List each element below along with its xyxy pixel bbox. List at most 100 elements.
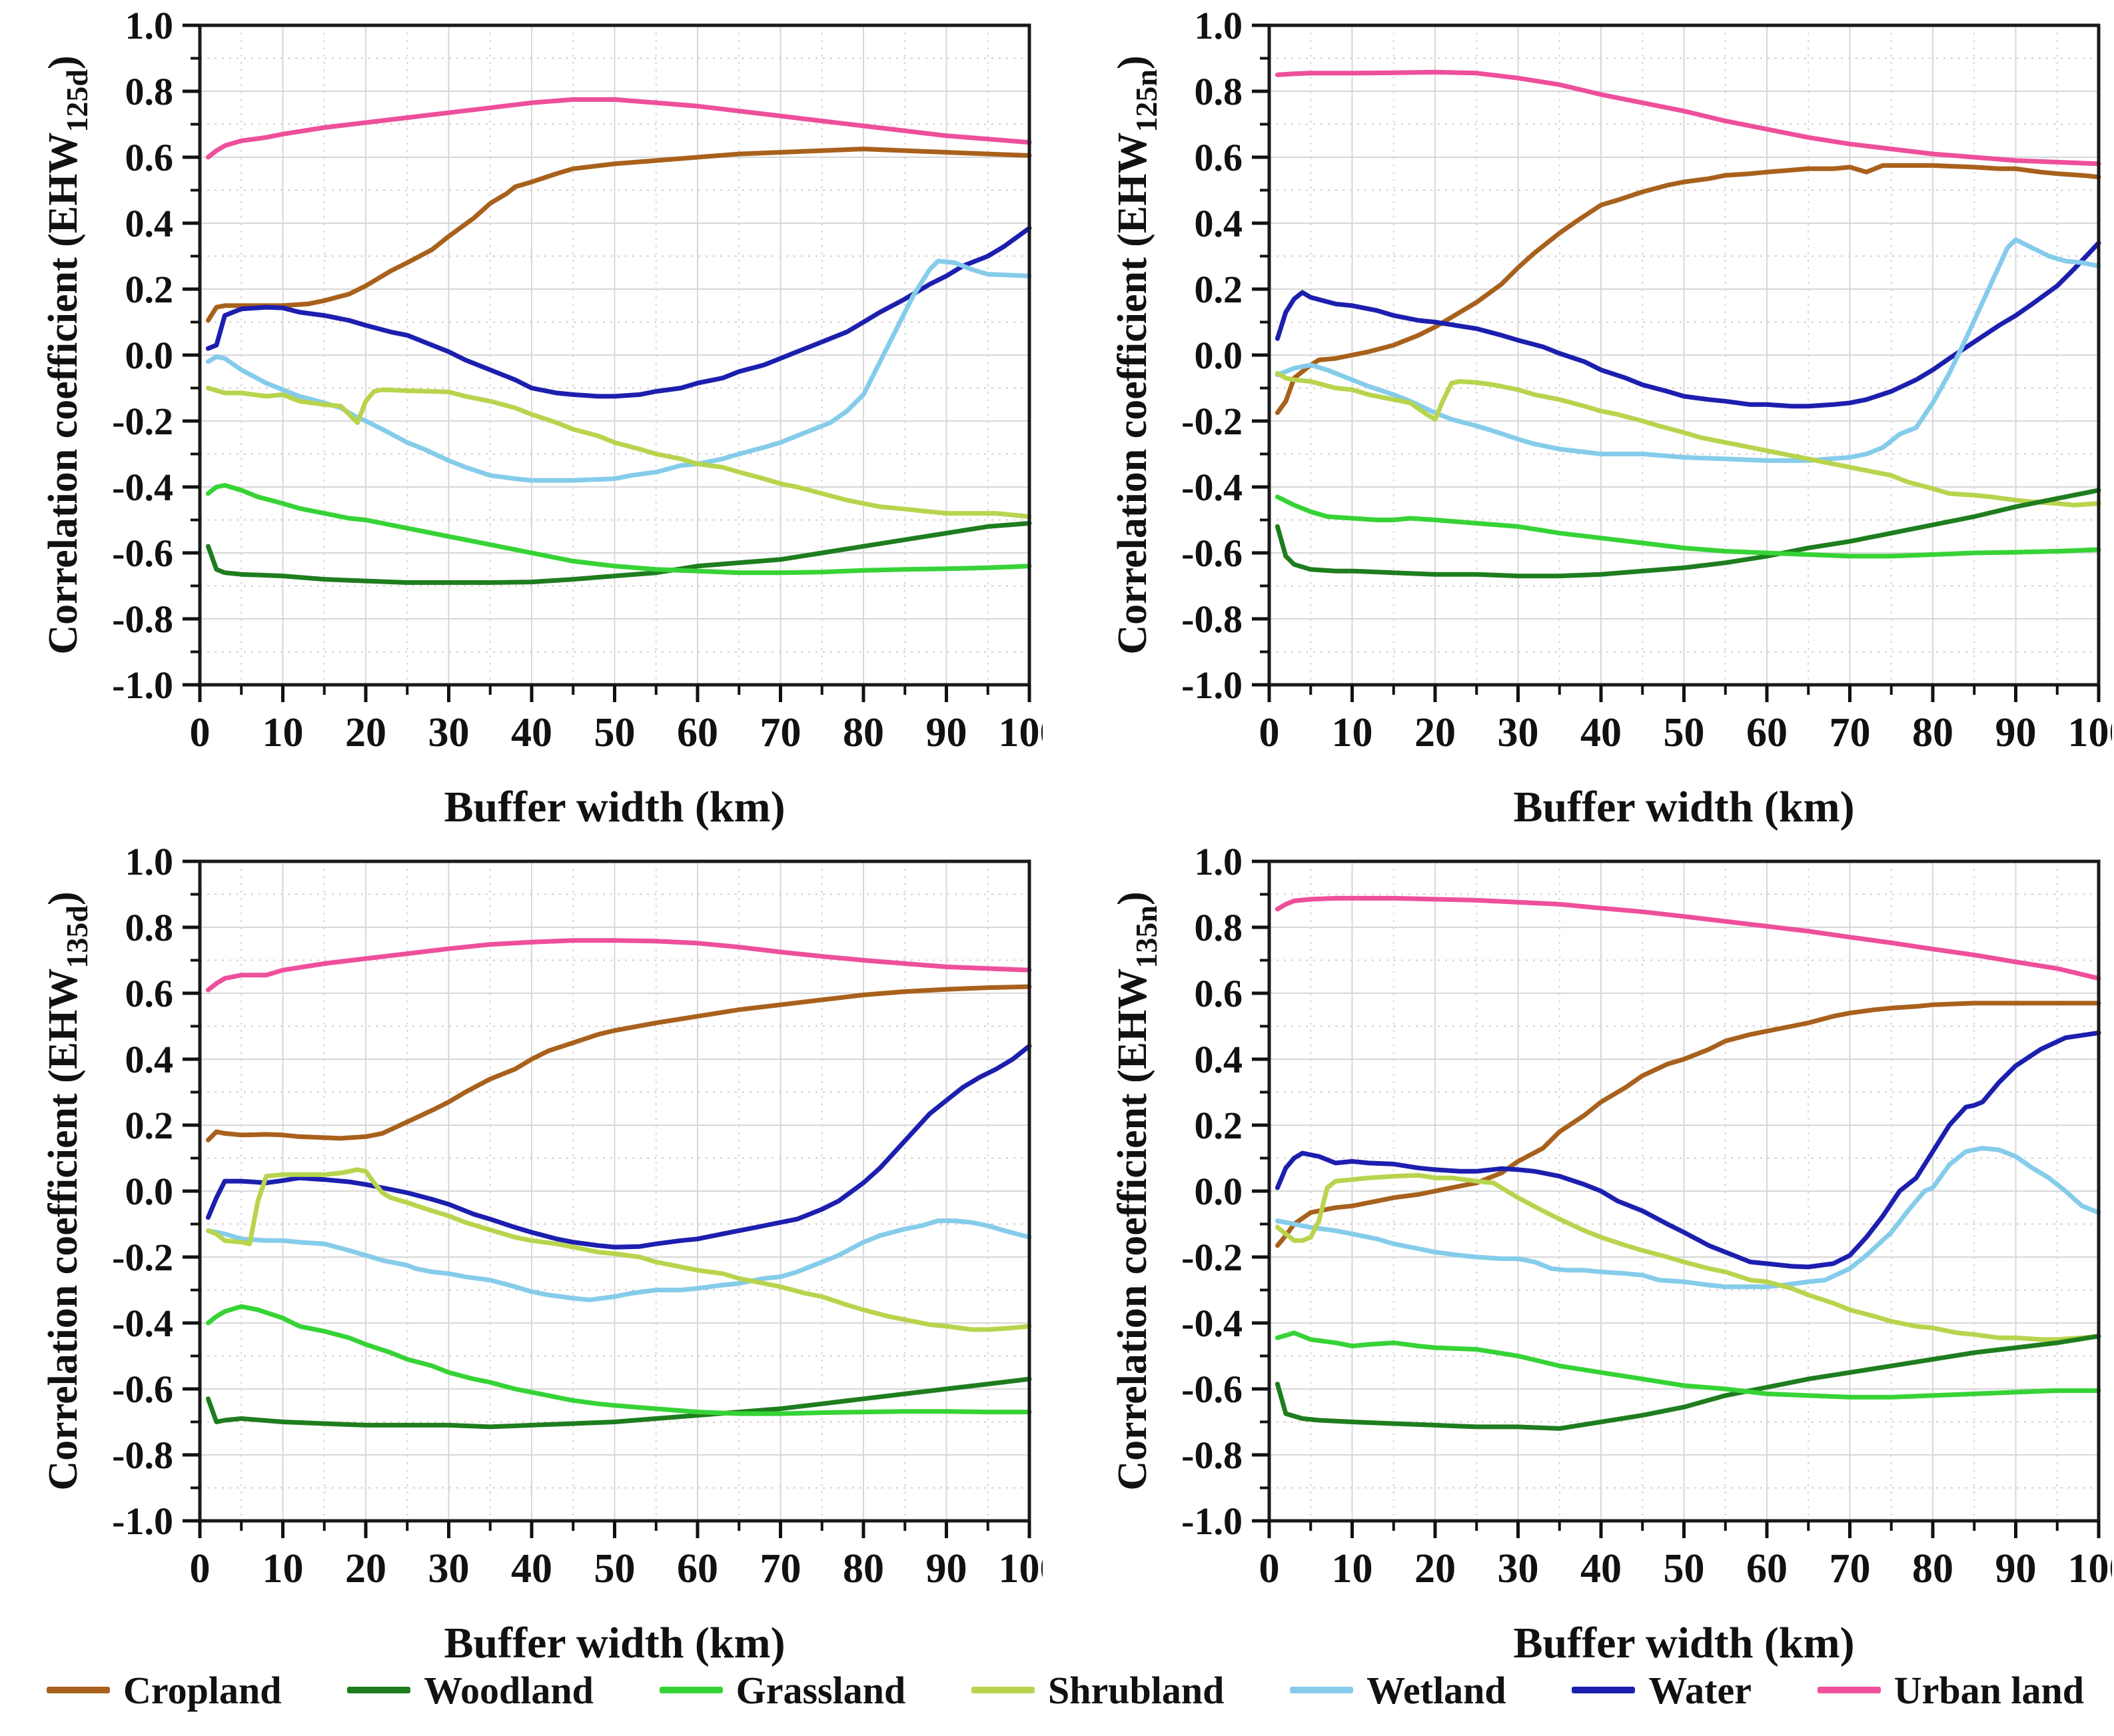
svg-text:30: 30 <box>1498 1546 1539 1591</box>
legend-item-woodland: Woodland <box>347 1668 594 1713</box>
svg-text:-1.0: -1.0 <box>112 1500 173 1543</box>
svg-text:-0.6: -0.6 <box>112 532 173 575</box>
legend-line-swatch-grassland <box>659 1687 723 1693</box>
svg-text:0.8: 0.8 <box>125 70 174 113</box>
svg-text:-0.8: -0.8 <box>112 598 173 641</box>
legend-item-water: Water <box>1572 1668 1752 1713</box>
svg-text:60: 60 <box>1746 1546 1788 1591</box>
svg-text:20: 20 <box>345 710 386 755</box>
svg-text:-0.4: -0.4 <box>1181 1302 1243 1345</box>
legend-line-swatch-woodland <box>347 1687 411 1693</box>
svg-text:10: 10 <box>263 710 304 755</box>
svg-text:-0.4: -0.4 <box>112 1302 173 1345</box>
panel-chart-ehw125n: 1.0 0.8 0.6 0.4 0.2 0.0 -0.2 -0.4 -0.6 -0.8 -1.0 0 1… <box>1110 5 2113 831</box>
svg-text:80: 80 <box>843 710 884 755</box>
svg-text:-0.8: -0.8 <box>1181 1434 1243 1477</box>
svg-text:Buffer width (km): Buffer width (km) <box>1513 1619 1854 1667</box>
svg-text:30: 30 <box>1498 710 1539 755</box>
svg-text:90: 90 <box>1995 1546 2037 1591</box>
svg-text:50: 50 <box>1664 1546 1705 1591</box>
svg-text:0.6: 0.6 <box>1195 972 1243 1015</box>
svg-text:90: 90 <box>1995 710 2037 755</box>
panel-chart-ehw135n: 1.0 0.8 0.6 0.4 0.2 0.0 -0.2 -0.4 -0.6 -0.8 -1.0 0 1… <box>1110 841 2113 1667</box>
svg-text:60: 60 <box>677 1546 718 1591</box>
svg-text:Buffer width (km): Buffer width (km) <box>444 783 785 831</box>
legend-label-woodland: Woodland <box>424 1668 594 1712</box>
svg-text:0.2: 0.2 <box>1195 1104 1243 1147</box>
svg-text:-0.8: -0.8 <box>112 1434 173 1477</box>
svg-text:0.2: 0.2 <box>125 268 174 311</box>
svg-text:0: 0 <box>190 710 211 755</box>
legend-line-swatch-shrubland <box>971 1687 1035 1693</box>
svg-text:40: 40 <box>1580 710 1622 755</box>
svg-text:0.8: 0.8 <box>125 906 174 949</box>
svg-text:-0.2: -0.2 <box>1181 400 1243 443</box>
svg-text:0.0: 0.0 <box>1195 334 1243 377</box>
svg-text:Buffer width (km): Buffer width (km) <box>444 1619 785 1667</box>
svg-text:40: 40 <box>511 1546 552 1591</box>
legend-item-wetland: Wetland <box>1290 1668 1506 1713</box>
svg-text:100: 100 <box>2068 710 2113 755</box>
svg-text:1.0: 1.0 <box>125 841 174 883</box>
svg-text:80: 80 <box>1912 710 1953 755</box>
svg-text:-0.2: -0.2 <box>112 1236 173 1279</box>
svg-text:40: 40 <box>1580 1546 1622 1591</box>
svg-text:100: 100 <box>2068 1546 2113 1591</box>
svg-text:0.2: 0.2 <box>1195 268 1243 311</box>
svg-text:0.8: 0.8 <box>1195 906 1243 949</box>
svg-text:0.4: 0.4 <box>1195 202 1243 245</box>
legend-item-shrubland: Shrubland <box>971 1668 1224 1713</box>
svg-text:80: 80 <box>843 1546 884 1591</box>
legend: Cropland Woodland Grassland Shrubland We… <box>47 1653 2084 1727</box>
svg-text:Correlation coefficient (EHW13: Correlation coefficient (EHW135d) <box>41 891 94 1490</box>
svg-text:50: 50 <box>594 710 636 755</box>
svg-text:-0.6: -0.6 <box>1181 1368 1243 1411</box>
legend-line-swatch-cropland <box>47 1687 110 1693</box>
svg-text:0.6: 0.6 <box>125 136 174 179</box>
svg-text:0.0: 0.0 <box>125 1170 174 1213</box>
svg-text:90: 90 <box>926 1546 967 1591</box>
svg-text:70: 70 <box>760 710 801 755</box>
svg-text:80: 80 <box>1912 1546 1953 1591</box>
svg-text:0.4: 0.4 <box>1195 1038 1243 1081</box>
legend-label-shrubland: Shrubland <box>1048 1668 1225 1712</box>
svg-text:-0.2: -0.2 <box>112 400 173 443</box>
svg-text:10: 10 <box>1332 1546 1373 1591</box>
svg-text:0.0: 0.0 <box>1195 1170 1243 1213</box>
panel-chart-ehw125d: 1.0 0.8 0.6 0.4 0.2 0.0 -0.2 -0.4 -0.6 -0.8 -1.0 0 1… <box>41 5 1043 831</box>
svg-text:10: 10 <box>1332 710 1373 755</box>
svg-text:20: 20 <box>1414 710 1456 755</box>
svg-text:0.6: 0.6 <box>125 972 174 1015</box>
svg-text:-1.0: -1.0 <box>1181 1500 1243 1543</box>
svg-text:30: 30 <box>428 1546 470 1591</box>
svg-text:0: 0 <box>190 1546 211 1591</box>
svg-text:0.8: 0.8 <box>1195 70 1243 113</box>
legend-item-urban-land: Urban land <box>1817 1668 2084 1713</box>
svg-text:70: 70 <box>760 1546 801 1591</box>
svg-text:10: 10 <box>263 1546 304 1591</box>
legend-label-cropland: Cropland <box>123 1668 282 1712</box>
panel-chart-ehw135d: 1.0 0.8 0.6 0.4 0.2 0.0 -0.2 -0.4 -0.6 -0.8 -1.0 0 1… <box>41 841 1043 1667</box>
svg-text:-1.0: -1.0 <box>1181 663 1243 707</box>
svg-text:60: 60 <box>677 710 718 755</box>
svg-text:-0.4: -0.4 <box>1181 466 1243 509</box>
svg-text:-0.4: -0.4 <box>112 466 173 509</box>
svg-text:0: 0 <box>1259 710 1280 755</box>
svg-text:50: 50 <box>594 1546 636 1591</box>
svg-text:0.6: 0.6 <box>1195 136 1243 179</box>
legend-label-urban-land: Urban land <box>1893 1668 2084 1712</box>
svg-text:70: 70 <box>1830 710 1871 755</box>
svg-text:30: 30 <box>428 710 470 755</box>
svg-text:0.2: 0.2 <box>125 1104 174 1147</box>
svg-text:1.0: 1.0 <box>1195 841 1243 883</box>
svg-text:90: 90 <box>926 710 967 755</box>
legend-label-wetland: Wetland <box>1366 1668 1506 1712</box>
svg-text:100: 100 <box>999 710 1043 755</box>
svg-text:-0.8: -0.8 <box>1181 598 1243 641</box>
legend-item-cropland: Cropland <box>47 1668 281 1713</box>
svg-text:20: 20 <box>345 1546 386 1591</box>
svg-text:-0.6: -0.6 <box>112 1368 173 1411</box>
svg-text:50: 50 <box>1664 710 1705 755</box>
svg-text:20: 20 <box>1414 1546 1456 1591</box>
legend-label-water: Water <box>1648 1668 1752 1712</box>
